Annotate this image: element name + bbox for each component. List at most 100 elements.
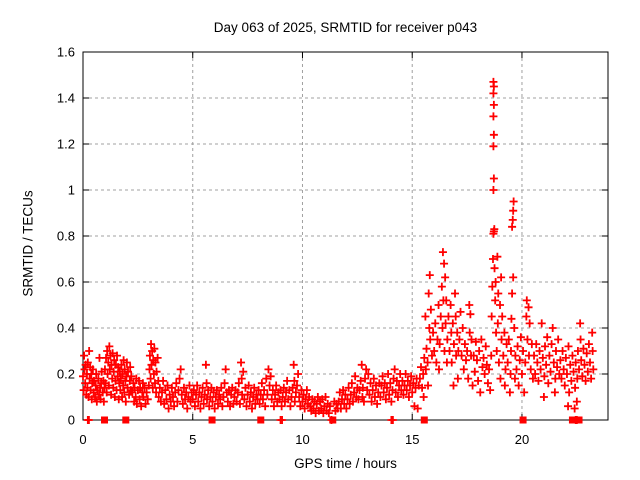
data-point-plus (200, 390, 209, 399)
data-point-plus (500, 381, 509, 390)
x-tick-label: 10 (295, 432, 309, 447)
x-tick-label: 0 (79, 432, 86, 447)
y-tick-label: 0.2 (57, 367, 75, 382)
data-point-plus (358, 383, 367, 392)
data-point-plus (443, 335, 452, 344)
data-point-plus (550, 388, 559, 397)
data-point-plus (474, 376, 483, 385)
data-point-plus (167, 383, 176, 392)
data-point-square (257, 416, 265, 424)
data-point-plus (491, 278, 500, 286)
data-point-plus (286, 402, 295, 411)
data-point-plus (120, 388, 129, 397)
data-point-square (122, 416, 130, 424)
data-point-plus (161, 386, 170, 395)
data-point-plus (497, 335, 506, 344)
data-point-plus (393, 393, 402, 401)
data-point-plus (547, 340, 556, 349)
data-point-plus (433, 335, 442, 344)
data-point-plus (141, 399, 150, 408)
data-point-plus (584, 340, 593, 349)
data-point-plus (577, 356, 586, 365)
data-point-plus (155, 383, 164, 392)
data-point-plus (449, 340, 458, 349)
data-point-plus (571, 358, 580, 367)
data-point-plus (324, 409, 333, 418)
data-point-plus (434, 365, 443, 374)
data-point-plus (385, 390, 394, 399)
data-point-plus (559, 365, 568, 374)
data-point-plus (381, 395, 390, 404)
data-point-plus (219, 393, 228, 401)
data-point-plus (213, 399, 222, 408)
data-point-plus (147, 340, 156, 349)
data-point-plus (164, 404, 173, 413)
data-point-plus (419, 370, 428, 378)
data-point-plus (269, 402, 278, 411)
data-point-plus (569, 367, 578, 376)
data-point-plus (402, 386, 411, 395)
data-point-plus (429, 328, 438, 337)
data-point-plus (533, 358, 542, 367)
data-point-plus (142, 388, 151, 397)
data-point-plus (525, 319, 534, 328)
y-tick-label: 0.6 (57, 275, 75, 290)
data-point-plus (408, 388, 417, 397)
data-point-plus (568, 351, 577, 360)
data-point-plus (451, 289, 460, 298)
data-point-plus (543, 333, 552, 342)
data-point-plus (494, 358, 503, 367)
data-point-plus (359, 397, 368, 406)
data-point-plus (506, 370, 515, 378)
data-point-plus (542, 360, 551, 369)
data-point-plus (491, 296, 500, 305)
data-point-plus (427, 351, 436, 360)
data-point-plus (509, 197, 518, 206)
data-point-plus (195, 388, 204, 397)
data-point-plus (494, 289, 503, 298)
data-point-plus (205, 402, 214, 411)
data-point-plus (223, 397, 232, 406)
data-point-plus (502, 340, 511, 349)
data-point-plus (233, 388, 242, 397)
data-point-plus (489, 100, 498, 109)
data-point-plus (199, 399, 208, 408)
data-point-plus (520, 388, 529, 397)
data-point-plus (140, 383, 149, 392)
data-point-plus (566, 360, 575, 369)
data-point-plus (444, 312, 453, 321)
data-point-plus (290, 376, 299, 385)
chart-title: Day 063 of 2025, SRMTID for receiver p04… (213, 20, 478, 35)
data-point-plus (571, 383, 580, 392)
data-point-plus (468, 381, 477, 390)
data-point-plus (554, 335, 563, 344)
data-point-plus (105, 342, 114, 351)
data-point-plus (487, 351, 496, 360)
data-point-plus (174, 386, 183, 395)
data-point-plus (369, 374, 378, 383)
data-point-plus (421, 365, 430, 374)
data-point-plus (138, 379, 147, 388)
data-point-plus (588, 347, 597, 355)
data-point-plus (296, 402, 305, 411)
data-point-plus (564, 402, 573, 411)
data-point-plus (576, 319, 585, 328)
y-tick-label: 1.2 (57, 137, 75, 152)
data-point-plus (348, 397, 357, 406)
data-point-plus (357, 360, 366, 369)
data-point-plus (150, 344, 159, 353)
data-point-plus (183, 404, 192, 413)
data-point-plus (278, 416, 287, 424)
data-point-plus (425, 271, 434, 280)
data-point-plus (102, 353, 111, 362)
data-point-plus (441, 273, 450, 282)
data-point-plus (119, 381, 128, 390)
data-point-plus (387, 397, 396, 406)
data-point-plus (220, 379, 229, 388)
data-point-plus (260, 386, 269, 395)
data-point-plus (510, 324, 519, 332)
data-point-plus (490, 264, 499, 273)
data-point-plus (184, 393, 193, 401)
data-point-plus (178, 399, 187, 408)
data-point-plus (351, 372, 360, 381)
